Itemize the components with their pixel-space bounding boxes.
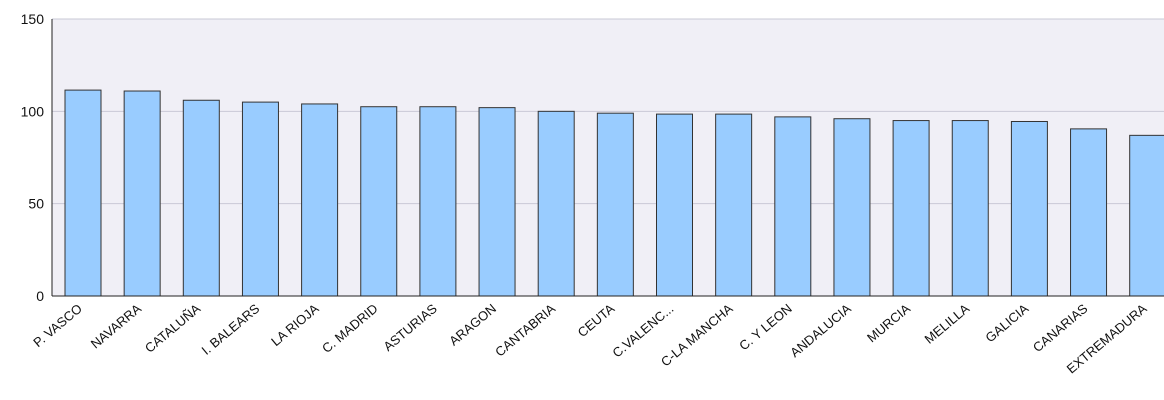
bar bbox=[301, 103, 339, 297]
bar bbox=[64, 89, 102, 297]
x-tick-label: ANDALUCIA bbox=[787, 301, 854, 361]
x-tick-label: CANARIAS bbox=[1030, 301, 1091, 355]
bar bbox=[537, 110, 575, 297]
bar bbox=[182, 99, 220, 297]
x-tick-label: MELILLA bbox=[922, 301, 973, 347]
y-tick-label: 150 bbox=[21, 11, 45, 27]
x-tick-label: ASTURIAS bbox=[380, 301, 440, 354]
bar bbox=[833, 118, 871, 297]
x-tick-label: MURCIA bbox=[864, 301, 913, 346]
x-tick-label: C. MADRID bbox=[319, 301, 381, 356]
x-tick-label: CEUTA bbox=[575, 301, 618, 340]
x-tick-label: LA RIOJA bbox=[268, 301, 322, 349]
y-tick-label: 50 bbox=[28, 196, 44, 212]
bar bbox=[478, 107, 516, 297]
y-tick-label: 0 bbox=[36, 288, 44, 304]
bar bbox=[241, 101, 279, 297]
bar bbox=[123, 90, 161, 297]
x-tick-label: ARAGON bbox=[446, 301, 499, 349]
bar bbox=[715, 113, 753, 297]
bar bbox=[656, 113, 693, 297]
bar bbox=[1010, 120, 1048, 297]
bars bbox=[64, 89, 1164, 297]
x-tick-label: CATALUÑA bbox=[142, 301, 204, 356]
bar bbox=[1070, 128, 1108, 297]
bar bbox=[596, 112, 634, 297]
bar bbox=[774, 116, 812, 297]
x-tick-label: I. BALEARS bbox=[198, 301, 262, 358]
x-tick-label: C. Y LEON bbox=[736, 301, 795, 354]
x-tick-label: NAVARRA bbox=[88, 301, 145, 352]
bar bbox=[951, 120, 989, 297]
bar bbox=[419, 106, 457, 297]
x-tick-label: P. VASCO bbox=[30, 301, 85, 350]
y-axis-ticks: 0 50 100 150 bbox=[21, 11, 45, 304]
bar bbox=[892, 120, 930, 297]
x-tick-label: GALICIA bbox=[982, 301, 1031, 346]
bar bbox=[1129, 134, 1164, 297]
y-tick-label: 100 bbox=[21, 103, 45, 119]
x-tick-label: CANTABRIA bbox=[492, 301, 558, 360]
bar bbox=[360, 106, 398, 297]
